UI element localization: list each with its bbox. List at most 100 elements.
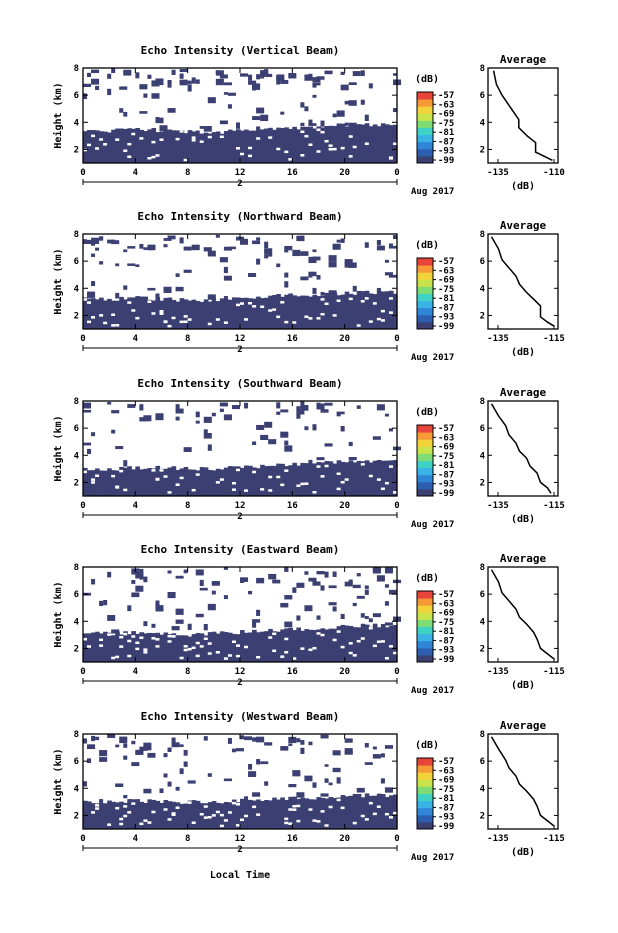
echo-speck <box>300 122 305 127</box>
echo-speck <box>223 595 228 600</box>
echo-gap <box>392 811 397 815</box>
echo-speck <box>167 235 176 240</box>
colorbar-segment <box>417 814 433 823</box>
echo-speck <box>256 424 265 430</box>
echo-column <box>272 294 277 329</box>
echo-speck <box>163 773 168 778</box>
echo-speck <box>175 404 180 411</box>
echo-gap <box>199 645 204 648</box>
echo-column <box>175 469 181 496</box>
colorbar-segment <box>417 591 433 599</box>
colorbar-tick-label: -63 <box>438 266 454 276</box>
x-tick-label: 16 <box>287 834 298 844</box>
echo-speck <box>95 736 100 741</box>
echo-gap <box>296 819 301 823</box>
echo-speck <box>143 788 152 794</box>
echo-column <box>272 129 277 163</box>
echo-speck <box>364 585 369 589</box>
echo-speck <box>288 73 297 79</box>
colorbar-segment <box>417 272 433 280</box>
echo-column <box>388 290 394 329</box>
x-tick-label: 0 <box>394 334 399 344</box>
echo-column <box>384 124 390 163</box>
echo-gap <box>191 136 196 139</box>
echo-speck <box>284 440 289 446</box>
echo-gap <box>288 822 293 825</box>
echo-speck <box>91 78 100 85</box>
echo-speck <box>264 254 269 259</box>
echo-column <box>219 133 225 163</box>
colorbar-frame <box>416 757 434 830</box>
echo-column <box>147 799 153 829</box>
echo-column <box>392 460 398 496</box>
echo-gap <box>191 139 196 142</box>
x-tick-label: 0 <box>80 334 85 344</box>
colorbar-tick-label: -63 <box>438 433 454 443</box>
echo-speck <box>139 84 148 90</box>
echo-speck <box>320 292 325 296</box>
echo-speck <box>300 235 305 242</box>
panel-1: Echo Intensity (Vertical Beam) 2 4 6 8 Height… <box>52 44 565 197</box>
echo-speck <box>300 405 309 411</box>
echo-speck <box>352 584 361 589</box>
echo-speck <box>143 621 148 627</box>
echo-speck <box>248 273 257 278</box>
echo-speck <box>384 601 389 606</box>
average-frame <box>487 233 559 330</box>
echo-speck <box>292 587 297 593</box>
echo-gap <box>276 315 281 319</box>
echo-speck <box>268 253 273 257</box>
echo-column <box>103 131 108 163</box>
echo-column <box>280 463 285 496</box>
echo-column <box>252 298 257 329</box>
echo-speck <box>115 445 124 450</box>
echo-speck <box>284 272 289 278</box>
colorbar-segment <box>417 654 433 663</box>
echo-gap <box>252 470 257 474</box>
echo-speck <box>211 297 216 302</box>
echo-speck <box>264 742 273 746</box>
echo-speck <box>388 243 393 247</box>
echo-column <box>240 130 245 163</box>
echo-speck <box>316 615 321 620</box>
y-tick-label: 4 <box>74 617 80 627</box>
echo-column <box>115 300 120 329</box>
echo-speck <box>296 414 301 419</box>
echo-speck <box>223 778 232 782</box>
echo-speck <box>296 738 301 743</box>
echo-speck <box>336 777 341 784</box>
echo-speck <box>227 92 236 96</box>
echo-column <box>171 299 177 329</box>
echo-column <box>131 469 136 496</box>
echo-speck <box>240 238 249 245</box>
echo-column <box>223 632 229 662</box>
echo-gap <box>324 139 333 143</box>
echo-speck <box>131 592 140 598</box>
echo-speck <box>356 787 365 793</box>
echo-column <box>147 468 153 496</box>
echo-column <box>268 465 273 496</box>
echo-speck <box>183 761 188 767</box>
echo-speck <box>199 579 204 587</box>
colorbar-segment <box>417 155 433 164</box>
echo-gap <box>147 300 152 303</box>
echo-column <box>316 797 322 829</box>
colorbar-segment <box>417 432 433 440</box>
echo-column <box>191 469 197 496</box>
average-x-tick-label: -115 <box>543 667 565 677</box>
echo-gap <box>175 137 180 141</box>
echo-column <box>240 467 245 496</box>
echo-column <box>328 797 334 829</box>
echo-column <box>260 631 265 662</box>
echo-column <box>280 629 285 662</box>
colorbar-tick-label: -93 <box>438 646 454 656</box>
echo-column <box>352 627 358 662</box>
echo-gap <box>131 635 136 638</box>
echo-speck <box>372 754 381 759</box>
echo-column <box>83 800 88 829</box>
colorbar-frame <box>416 257 434 330</box>
echo-column <box>195 301 201 329</box>
x-tick-label: 0 <box>80 667 85 677</box>
echo-column <box>256 129 261 163</box>
y-axis-label: Height (km) <box>52 581 64 647</box>
